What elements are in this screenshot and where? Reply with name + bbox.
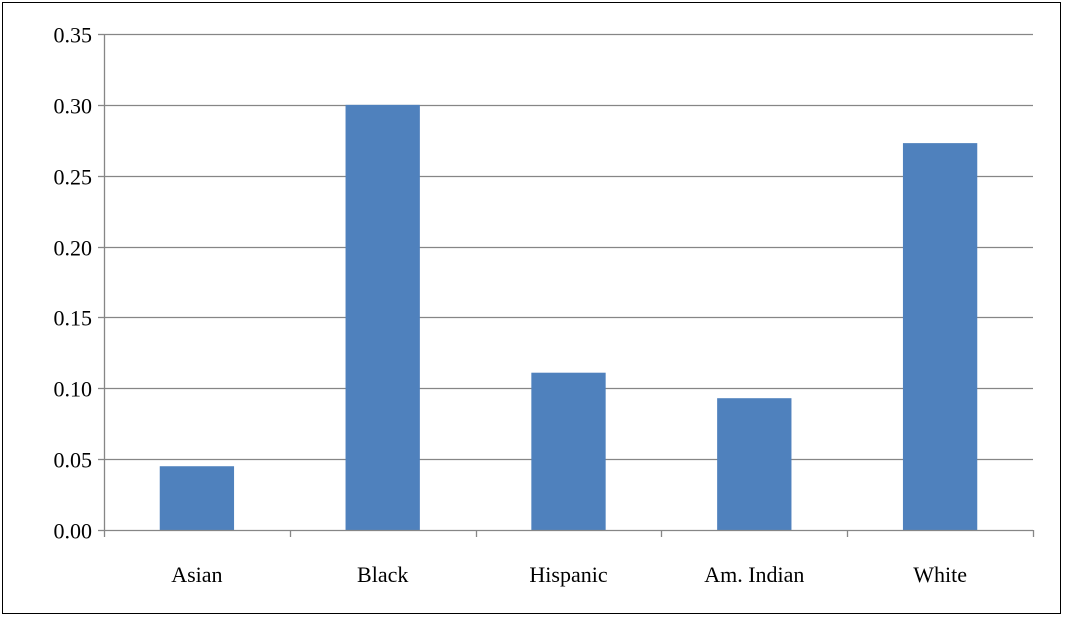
y-tick-label: 0.20	[54, 236, 93, 261]
x-tick-label: Black	[357, 562, 408, 587]
tick-labels: 0.00 0.05 0.10 0.15 0.20 0.25 0.30 0.35 Asian Bla…	[54, 23, 967, 588]
bar-black	[345, 104, 420, 530]
bar-white	[902, 143, 978, 530]
x-tick-label: White	[913, 562, 967, 587]
y-tick-label: 0.05	[54, 448, 93, 473]
y-tick-label: 0.30	[54, 94, 93, 119]
axes	[98, 33, 1035, 537]
x-tick-label: Hispanic	[529, 562, 607, 587]
bar-hispanic	[531, 372, 606, 530]
bar-asian	[159, 466, 235, 530]
x-tick-label: Asian	[171, 562, 222, 587]
y-tick-label: 0.10	[54, 377, 93, 402]
bar-am-indian	[717, 398, 792, 530]
x-tick-label: Am. Indian	[704, 562, 804, 587]
gridlines	[104, 33, 1033, 461]
y-tick-label: 0.00	[54, 519, 93, 544]
y-tick-label: 0.35	[54, 23, 93, 48]
y-tick-label: 0.25	[54, 165, 93, 190]
y-tick-label: 0.15	[54, 306, 93, 331]
bars	[159, 104, 978, 530]
